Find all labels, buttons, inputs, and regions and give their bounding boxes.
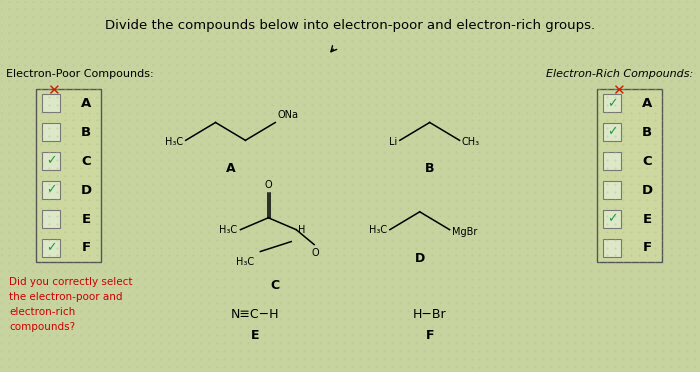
Text: F: F	[81, 241, 90, 254]
Text: B: B	[425, 162, 435, 175]
Text: ✓: ✓	[607, 97, 617, 110]
Text: ✓: ✓	[607, 126, 617, 139]
Text: E: E	[643, 212, 652, 225]
Text: ✓: ✓	[607, 212, 617, 225]
Text: MgBr: MgBr	[452, 227, 477, 237]
Bar	[603, 181, 621, 199]
Text: F: F	[426, 329, 434, 342]
Text: C: C	[271, 279, 280, 292]
Text: H₃C: H₃C	[219, 225, 237, 235]
Bar	[42, 181, 60, 199]
Text: H: H	[298, 225, 306, 235]
Text: ONa: ONa	[277, 110, 298, 121]
Text: D: D	[414, 251, 425, 264]
Bar	[42, 239, 60, 257]
Bar	[42, 152, 60, 170]
Text: Did you correctly select
the electron-poor and
electron-rich
compounds?: Did you correctly select the electron-po…	[9, 277, 133, 332]
Text: D: D	[80, 183, 92, 196]
Bar	[603, 152, 621, 170]
Bar	[42, 210, 60, 228]
Text: B: B	[642, 126, 652, 139]
Text: ✕: ✕	[47, 83, 60, 98]
Text: C: C	[642, 155, 652, 168]
Text: CH₃: CH₃	[461, 137, 480, 147]
Text: O: O	[265, 180, 272, 190]
Text: E: E	[81, 212, 90, 225]
Text: Electron-Poor Compounds:: Electron-Poor Compounds:	[6, 69, 154, 79]
Bar	[603, 210, 621, 228]
Text: N≡C−H: N≡C−H	[231, 308, 279, 321]
Text: F: F	[643, 241, 652, 254]
Bar	[603, 123, 621, 141]
Text: Divide the compounds below into electron-poor and electron-rich groups.: Divide the compounds below into electron…	[105, 19, 595, 32]
Text: ✓: ✓	[46, 155, 57, 168]
Text: H−Br: H−Br	[413, 308, 447, 321]
Text: H₃C: H₃C	[164, 137, 183, 147]
Text: Electron-Rich Compounds:: Electron-Rich Compounds:	[547, 69, 694, 79]
Text: C: C	[81, 155, 91, 168]
Text: Li: Li	[389, 137, 397, 147]
Text: B: B	[81, 126, 91, 139]
Text: A: A	[225, 162, 235, 175]
Bar	[36, 89, 101, 262]
Text: ✕: ✕	[612, 83, 625, 98]
Bar	[603, 94, 621, 112]
Text: ✓: ✓	[46, 183, 57, 196]
Text: D: D	[641, 183, 652, 196]
Bar	[597, 89, 662, 262]
Text: E: E	[251, 329, 260, 342]
Text: A: A	[81, 97, 91, 110]
Bar	[42, 123, 60, 141]
Bar	[603, 239, 621, 257]
Bar	[42, 94, 60, 112]
Text: H₃C: H₃C	[237, 257, 255, 267]
Text: A: A	[642, 97, 652, 110]
Text: H₃C: H₃C	[369, 225, 387, 235]
Text: ✓: ✓	[46, 241, 57, 254]
Text: O: O	[312, 247, 319, 257]
